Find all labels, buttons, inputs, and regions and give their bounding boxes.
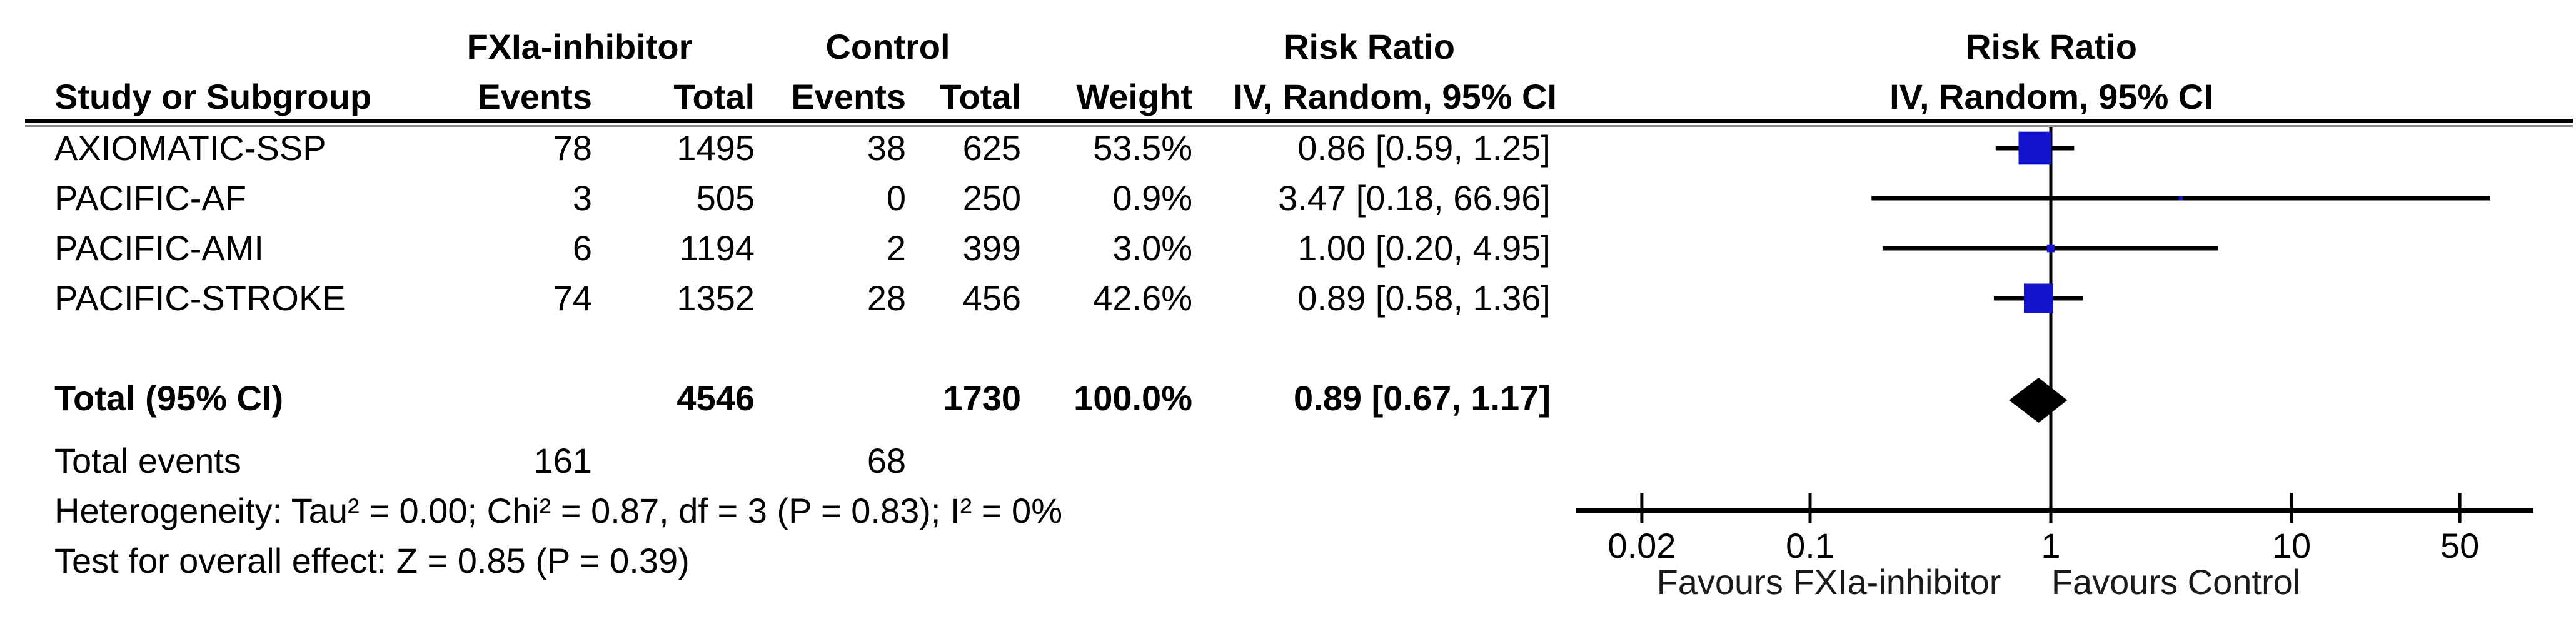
study-weight: 53.5% (1093, 128, 1192, 168)
overall-effect-stats: Test for overall effect: Z = 0.85 (P = 0… (54, 541, 690, 580)
study-name: PACIFIC-AF (54, 178, 246, 218)
heterogeneity-stats: Heterogeneity: Tau² = 0.00; Chi² = 0.87,… (54, 491, 1062, 530)
study-weight: 0.9% (1112, 178, 1192, 218)
study-name: PACIFIC-AMI (54, 228, 264, 268)
study-events-control: 28 (867, 278, 906, 318)
study-total-control: 399 (962, 228, 1021, 268)
header-total-control: Total (940, 77, 1021, 116)
study-total-control: 625 (962, 128, 1021, 168)
header-group-treatment: FXIa-inhibitor (466, 27, 693, 66)
header-method-left: IV, Random, 95% CI (1233, 77, 1557, 116)
total-n-control: 1730 (943, 378, 1021, 418)
x-axis-tick (2290, 493, 2293, 523)
total-weight: 100.0% (1074, 378, 1192, 418)
x-axis-tick-label: 0.1 (1786, 526, 1834, 565)
study-total-control: 250 (962, 178, 1021, 218)
header-weight: Weight (1076, 77, 1192, 116)
study-events-control: 0 (886, 178, 906, 218)
header-risk-ratio-left: Risk Ratio (1284, 27, 1455, 66)
x-axis-line (1576, 508, 2533, 513)
study-events-treatment: 3 (572, 178, 592, 218)
study-weight: 42.6% (1093, 278, 1192, 318)
header-group-control: Control (825, 27, 950, 66)
study-total-treatment: 505 (696, 178, 755, 218)
header-separator (25, 119, 2573, 123)
study-events-control: 2 (886, 228, 906, 268)
study-total-treatment: 1495 (677, 128, 755, 168)
x-axis-tick-label: 10 (2272, 526, 2311, 565)
study-total-treatment: 1352 (677, 278, 755, 318)
total-label: Total (95% CI) (54, 378, 284, 418)
null-effect-line (2049, 127, 2053, 513)
x-axis-tick (1640, 493, 1644, 523)
study-events-treatment: 78 (553, 128, 592, 168)
x-axis-tick-label: 1 (2041, 526, 2060, 565)
study-ci-text: 3.47 [0.18, 66.96] (1278, 178, 1551, 218)
effect-square (2178, 196, 2183, 201)
study-name: AXIOMATIC-SSP (54, 128, 326, 168)
header-risk-ratio-right: Risk Ratio (1966, 27, 2137, 66)
study-weight: 3.0% (1112, 228, 1192, 268)
effect-square (2024, 283, 2054, 313)
study-events-treatment: 6 (572, 228, 592, 268)
effect-square (2046, 244, 2055, 253)
header-events-control: Events (791, 77, 906, 116)
study-total-treatment: 1194 (679, 228, 755, 268)
study-total-control: 456 (962, 278, 1021, 318)
header-separator-shadow (25, 125, 2573, 127)
total-events-label: Total events (54, 441, 241, 480)
x-axis-tick (2049, 493, 2053, 523)
header-study: Study or Subgroup (54, 77, 372, 116)
favours-control-label: Favours Control (2051, 562, 2300, 602)
study-name: PACIFIC-STROKE (54, 278, 346, 318)
total-ci-text: 0.89 [0.67, 1.17] (1294, 378, 1551, 418)
x-axis-tick-label: 0.02 (1607, 526, 1676, 565)
favours-treatment-label: Favours FXIa-inhibitor (1657, 562, 2001, 602)
study-ci-text: 0.89 [0.58, 1.36] (1297, 278, 1551, 318)
x-axis-tick (2458, 493, 2462, 523)
total-events-control: 68 (867, 441, 906, 480)
study-events-control: 38 (867, 128, 906, 168)
total-events-treatment: 161 (533, 441, 592, 480)
pooled-diamond (2009, 378, 2068, 423)
x-axis-tick (1808, 493, 1812, 523)
header-method-right: IV, Random, 95% CI (1889, 77, 2213, 116)
x-axis-tick-label: 50 (2440, 526, 2479, 565)
study-ci-text: 1.00 [0.20, 4.95] (1297, 228, 1551, 268)
total-n-treatment: 4546 (677, 378, 755, 418)
study-ci-text: 0.86 [0.59, 1.25] (1297, 128, 1551, 168)
effect-square (2018, 131, 2052, 165)
study-events-treatment: 74 (553, 278, 592, 318)
header-events-treatment: Events (477, 77, 592, 116)
header-total-treatment: Total (673, 77, 755, 116)
